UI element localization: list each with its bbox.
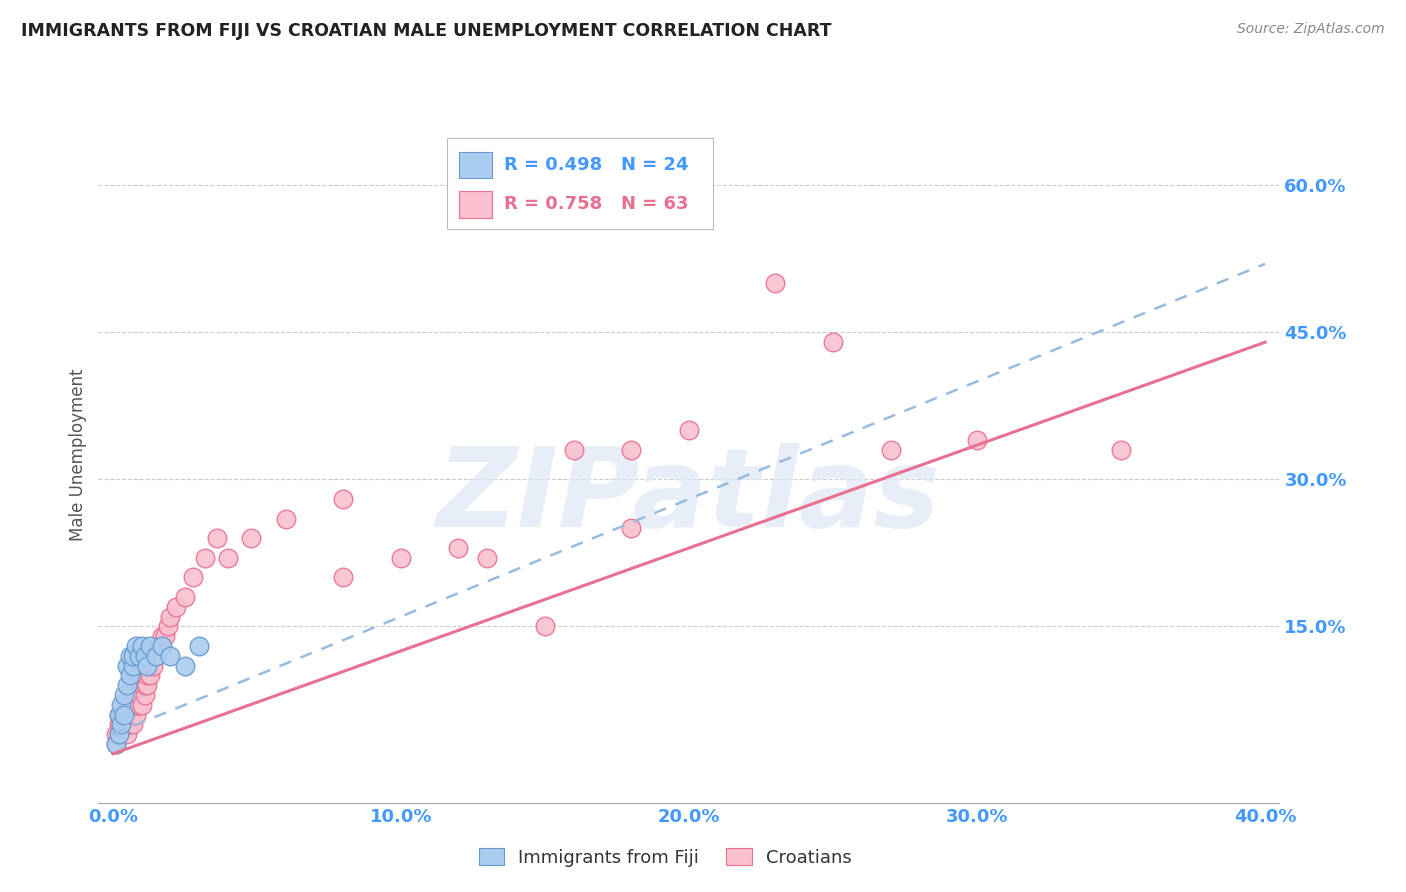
Point [134, 648, 156, 663]
Point [107, 727, 129, 741]
Point [136, 668, 159, 682]
Point [125, 639, 148, 653]
Point [110, 717, 132, 731]
Point [156, 619, 179, 633]
Point [125, 688, 148, 702]
Point [148, 639, 170, 653]
Point [115, 658, 138, 673]
Point [120, 648, 142, 663]
Point [620, 443, 643, 458]
Point [125, 698, 148, 712]
Point [128, 698, 150, 712]
Point [115, 727, 138, 741]
Point [125, 707, 148, 722]
Point [173, 590, 195, 604]
Point [136, 678, 159, 692]
Point [112, 707, 135, 722]
Text: R = 0.498   N = 24: R = 0.498 N = 24 [503, 156, 688, 174]
Point [188, 639, 211, 653]
Point [110, 717, 132, 731]
Point [110, 698, 132, 712]
Bar [458, 191, 492, 218]
Point [122, 698, 145, 712]
Point [134, 678, 156, 692]
Point [879, 443, 901, 458]
Point [534, 619, 557, 633]
Point [332, 570, 354, 584]
Point [115, 707, 138, 722]
Point [139, 668, 162, 682]
Point [104, 727, 127, 741]
Point [112, 717, 135, 731]
Point [159, 648, 181, 663]
Point [142, 658, 165, 673]
Bar [458, 152, 492, 178]
Point [128, 648, 150, 663]
Point [131, 698, 153, 712]
Point [139, 639, 162, 653]
Point [131, 678, 153, 692]
Point [110, 727, 132, 741]
Point [122, 648, 145, 663]
Point [145, 648, 167, 663]
Point [332, 491, 354, 506]
Point [107, 707, 129, 722]
Text: IMMIGRANTS FROM FIJI VS CROATIAN MALE UNEMPLOYMENT CORRELATION CHART: IMMIGRANTS FROM FIJI VS CROATIAN MALE UN… [21, 22, 831, 40]
Point [131, 639, 153, 653]
Point [136, 658, 159, 673]
Point [120, 707, 142, 722]
Point [120, 698, 142, 712]
Point [763, 277, 786, 291]
Point [159, 609, 181, 624]
Point [107, 727, 129, 741]
Point [150, 639, 173, 653]
Point [240, 531, 263, 545]
Point [1109, 443, 1132, 458]
Point [173, 658, 195, 673]
Point [128, 688, 150, 702]
Point [153, 629, 176, 643]
Point [205, 531, 228, 545]
FancyBboxPatch shape [447, 138, 713, 229]
Point [389, 550, 412, 565]
Point [122, 658, 145, 673]
Point [620, 521, 643, 535]
Point [562, 443, 585, 458]
Point [966, 434, 988, 448]
Text: Source: ZipAtlas.com: Source: ZipAtlas.com [1237, 22, 1385, 37]
Legend: Immigrants from Fiji, Croatians: Immigrants from Fiji, Croatians [471, 840, 859, 874]
Point [194, 550, 217, 565]
Point [110, 707, 132, 722]
Point [104, 737, 127, 751]
Point [112, 707, 135, 722]
Text: R = 0.758   N = 63: R = 0.758 N = 63 [503, 195, 688, 213]
Point [217, 550, 239, 565]
Point [112, 688, 135, 702]
Point [115, 678, 138, 692]
Point [274, 511, 297, 525]
Point [122, 688, 145, 702]
Point [107, 717, 129, 731]
Point [183, 570, 205, 584]
Point [120, 668, 142, 682]
Point [112, 698, 135, 712]
Point [150, 629, 173, 643]
Point [134, 688, 156, 702]
Point [447, 541, 470, 555]
Point [145, 648, 167, 663]
Point [115, 698, 138, 712]
Point [120, 717, 142, 731]
Point [115, 717, 138, 731]
Point [122, 717, 145, 731]
Point [165, 599, 187, 614]
Point [678, 424, 700, 438]
Point [477, 550, 499, 565]
Text: ZIPatlas: ZIPatlas [437, 443, 941, 550]
Point [821, 335, 844, 350]
Point [107, 707, 129, 722]
Point [104, 737, 127, 751]
Y-axis label: Male Unemployment: Male Unemployment [69, 368, 87, 541]
